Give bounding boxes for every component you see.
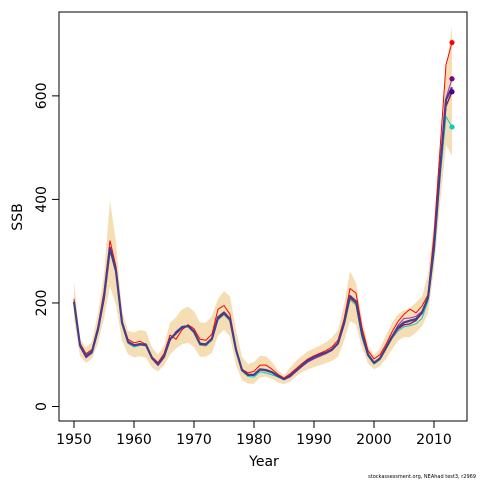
y-tick-label-200: 200 bbox=[34, 290, 50, 317]
series-layer bbox=[72, 42, 453, 381]
endpoint-3 bbox=[449, 89, 455, 95]
confidence-band-layer bbox=[74, 26, 452, 385]
y-axis: 0 200 400 600 bbox=[34, 83, 59, 411]
confidence-band bbox=[74, 26, 452, 385]
x-tick-label-2010: 2010 bbox=[416, 432, 452, 448]
y-tick-label-600: 600 bbox=[34, 83, 50, 110]
series-line-4 bbox=[73, 42, 453, 379]
endpoint-layer bbox=[449, 39, 455, 130]
x-tick-label-1970: 1970 bbox=[176, 432, 212, 448]
y-tick-label-400: 400 bbox=[34, 186, 50, 213]
y-axis-title: SSB bbox=[10, 203, 26, 230]
x-tick-label-1990: 1990 bbox=[296, 432, 332, 448]
estimate-line bbox=[72, 86, 453, 381]
y-tick-label-0: 0 bbox=[34, 402, 50, 411]
x-axis: 1950 1960 1970 1980 1990 2000 2010 bbox=[56, 421, 452, 448]
plot-frame bbox=[58, 11, 468, 422]
x-axis-title: Year bbox=[248, 454, 279, 470]
x-tick-label-1980: 1980 bbox=[236, 432, 272, 448]
endpoint-1 bbox=[449, 39, 455, 46]
footnote: stockassessment.org, NEAhad test3, r2969 bbox=[368, 474, 476, 480]
x-tick-label-1950: 1950 bbox=[56, 432, 92, 448]
x-tick-label-1960: 1960 bbox=[116, 432, 152, 448]
endpoint-4 bbox=[449, 124, 455, 130]
x-tick-label-2000: 2000 bbox=[356, 432, 392, 448]
endpoint-2 bbox=[449, 76, 455, 82]
